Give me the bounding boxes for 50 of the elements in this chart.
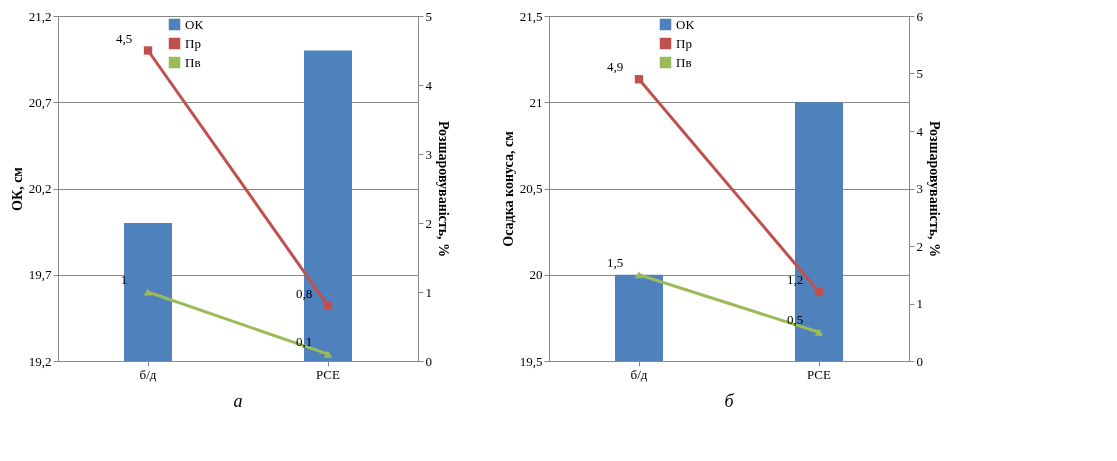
data-label: 0,1 <box>295 334 313 350</box>
y2-tick-label: 3 <box>916 181 923 196</box>
x-tick-label: б/д <box>139 366 157 382</box>
y2-tick-label: 6 <box>916 8 924 24</box>
y2-tick-label: 2 <box>425 215 432 231</box>
y-tick-label: 19,5 <box>519 353 543 369</box>
y-axis-title: Осадка конуса, см <box>500 130 516 247</box>
x-tick-label: PCE <box>807 366 831 382</box>
point <box>634 75 644 84</box>
text: б <box>724 391 735 411</box>
y2-tick-label: 2 <box>916 238 923 254</box>
y-tick-label: 20,7 <box>28 94 52 110</box>
data-label: 4,9 <box>606 59 624 75</box>
legend-label: Пв <box>185 54 201 70</box>
y2-tick-label: 4 <box>425 77 433 93</box>
y-tick-label: 21,2 <box>28 8 52 24</box>
y2-tick-label: 1 <box>916 296 923 311</box>
y-tick-label: 19,7 <box>28 267 52 283</box>
y-tick-label: 20,2 <box>28 181 52 196</box>
data-label: 0,8 <box>295 285 313 301</box>
y-tick-label: 21 <box>529 94 543 110</box>
text: а <box>233 391 243 411</box>
legend-label: ОК <box>676 16 695 32</box>
legend-label: Пр <box>676 35 692 51</box>
point <box>814 287 824 297</box>
y2-tick-label: 1 <box>425 284 432 300</box>
y-axis-title: ОК, см <box>9 166 25 211</box>
data-label: 4,5 <box>115 30 133 46</box>
y2-tick-label: 0 <box>425 353 432 369</box>
data-label: 1 <box>120 272 128 287</box>
y2-tick-label: 5 <box>916 66 923 81</box>
legend-label: Пв <box>676 54 692 70</box>
x-tick-label: PCE <box>316 366 340 382</box>
data-label: 0,5 <box>786 312 804 328</box>
legend-label: ОК <box>185 16 204 32</box>
y2-tick-label: 5 <box>425 8 432 24</box>
y2-tick-label: 0 <box>916 353 923 369</box>
data-label: 1,5 <box>606 254 624 270</box>
y-tick-label: 20,5 <box>519 181 543 196</box>
point <box>143 46 153 55</box>
legend-label: Пр <box>185 35 201 51</box>
y-tick-label: 20 <box>529 267 543 283</box>
point <box>323 301 333 310</box>
y2-axis-title: Розшаровуваність, % <box>436 120 451 258</box>
y2-axis-title: Розшаровуваність, % <box>927 120 942 258</box>
y2-tick-label: 4 <box>916 123 924 139</box>
x-tick-label: б/д <box>630 366 648 382</box>
y-tick-label: 19,2 <box>28 353 52 369</box>
y-tick-label: 21,5 <box>519 8 543 24</box>
y2-tick-label: 3 <box>425 146 432 162</box>
